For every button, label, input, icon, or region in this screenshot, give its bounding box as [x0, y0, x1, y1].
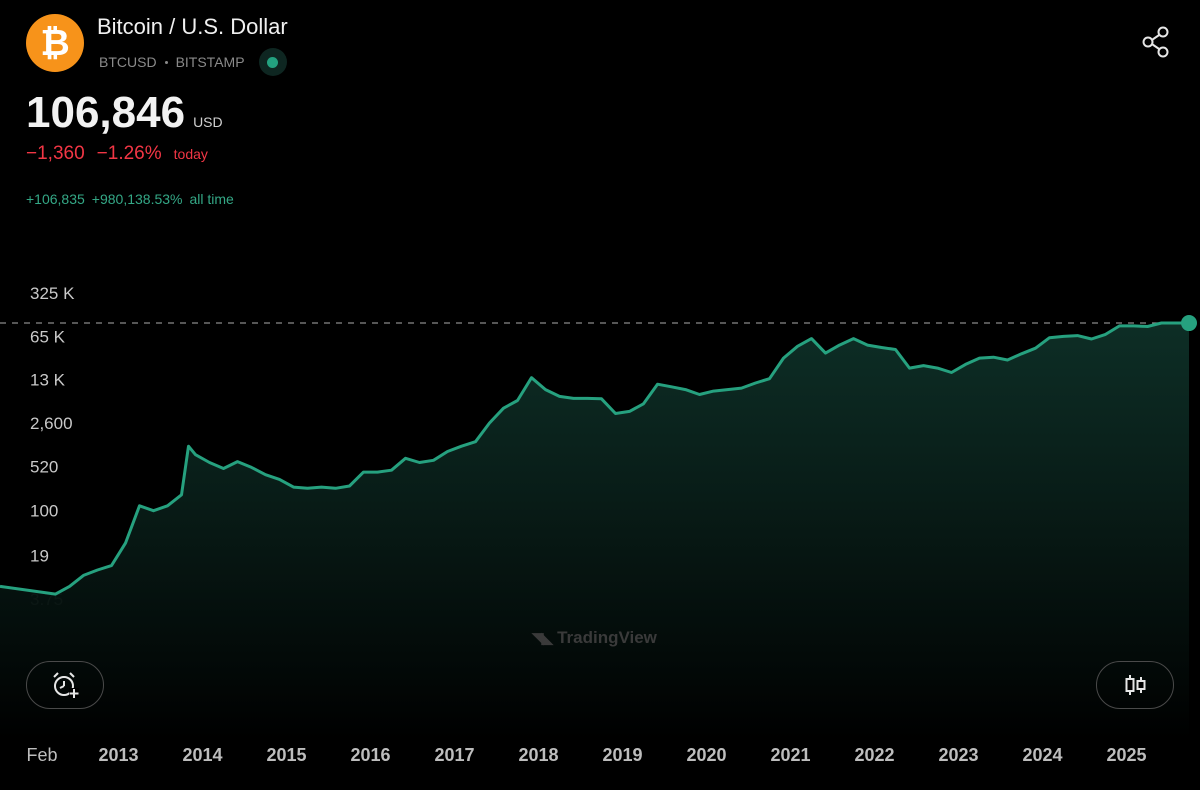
y-tick-label: 19 [30, 546, 49, 565]
alltime-percent: +980,138.53% [91, 191, 183, 207]
x-tick-label: 2024 [1022, 745, 1063, 765]
y-tick-label: 65 K [30, 327, 66, 346]
share-button[interactable] [1138, 24, 1174, 60]
x-tick-label: 2017 [434, 745, 475, 765]
x-tick-label: 2013 [98, 745, 139, 765]
ticker-symbol: BTCUSD [99, 54, 157, 70]
y-tick-label: 100 [30, 502, 58, 521]
bitcoin-logo-icon: ₿ [26, 14, 84, 72]
symbol-header: ₿ Bitcoin / U.S. Dollar BTCUSD BITSTAMP [0, 0, 1200, 80]
chart-type-button[interactable] [1096, 661, 1174, 709]
x-tick-label: 2015 [266, 745, 307, 765]
change-absolute: −1,360 [26, 143, 85, 164]
y-tick-label: 13 K [30, 371, 66, 390]
exchange-name: BITSTAMP [175, 54, 245, 70]
share-icon [1142, 26, 1169, 58]
y-tick-label: 520 [30, 457, 58, 476]
tradingview-watermark: ◥◣ TradingView [532, 628, 657, 648]
y-tick-label: 2,600 [30, 414, 73, 433]
x-tick-label: 2014 [182, 745, 223, 765]
symbol-subline: BTCUSD BITSTAMP [99, 48, 287, 76]
x-tick-label: 2021 [770, 745, 811, 765]
x-tick-label: 2023 [938, 745, 979, 765]
last-price-marker [1181, 315, 1197, 332]
daily-change: −1,360 −1.26% today [26, 143, 208, 165]
alltime-change: +106,835 +980,138.53% all time [26, 191, 234, 207]
change-period-label: today [173, 146, 208, 162]
x-tick-label: Feb [26, 745, 58, 765]
x-axis: Feb 2013 2014 2015 2016 2017 2018 2019 2020 2021 2… [0, 745, 1200, 771]
price-area-fill [0, 323, 1189, 740]
live-status-icon [258, 48, 287, 76]
change-percent: −1.26% [96, 143, 162, 164]
x-tick-label: 2020 [686, 745, 727, 765]
y-tick-label: 325 K [30, 284, 75, 303]
watermark-text: TradingView [557, 628, 657, 647]
last-price: 106,846 [26, 88, 186, 137]
alltime-absolute: +106,835 [26, 191, 85, 207]
price-chart[interactable]: 325 K65 K13 K2,600520100193.75 [0, 280, 1200, 740]
tradingview-logo-icon: ◥◣ [532, 630, 553, 647]
alarm-add-icon [53, 672, 79, 698]
x-tick-label: 2019 [602, 745, 643, 765]
x-tick-label: 2022 [854, 745, 895, 765]
price-currency: USD [193, 114, 223, 130]
x-tick-label: 2016 [350, 745, 391, 765]
price-line [0, 321, 1189, 596]
price-display: 106,846 USD [26, 88, 223, 138]
x-tick-label: 2025 [1106, 745, 1147, 765]
add-alert-button[interactable] [26, 661, 104, 709]
symbol-title: Bitcoin / U.S. Dollar [97, 14, 288, 39]
x-tick-label: 2018 [518, 745, 559, 765]
candlestick-icon [1125, 675, 1146, 695]
alltime-period-label: all time [189, 191, 234, 207]
separator-dot [164, 60, 168, 64]
